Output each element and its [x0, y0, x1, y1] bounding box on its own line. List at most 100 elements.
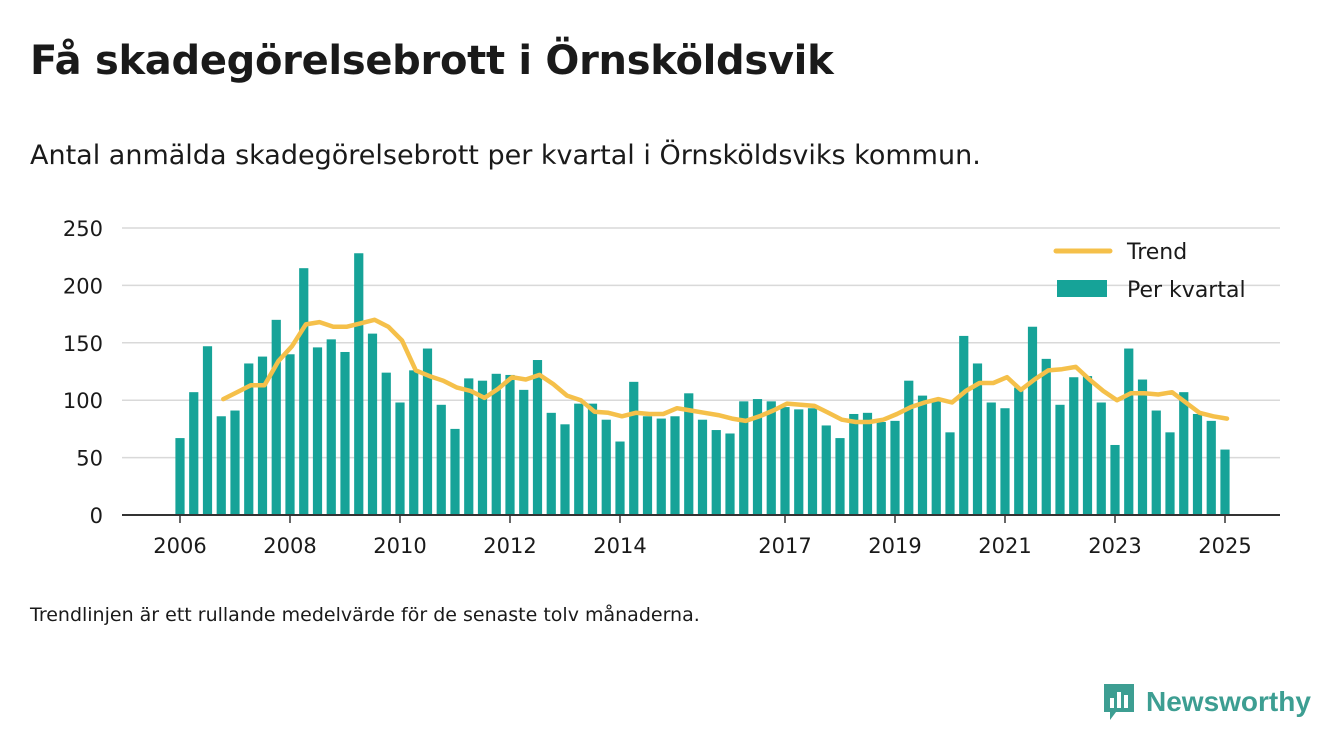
y-tick-label: 250	[63, 217, 103, 241]
chart-subtitle: Antal anmälda skadegörelsebrott per kvar…	[30, 140, 981, 171]
x-axis-ticks: 2006 2008 2010 2012 2014 2017 2019 2021 2023 2025	[153, 515, 1252, 558]
x-tick-label: 2025	[1198, 534, 1251, 558]
bar	[216, 416, 226, 515]
x-tick-label: 2010	[373, 534, 426, 558]
bar	[684, 393, 694, 515]
bar	[917, 395, 928, 515]
chart-title: Få skadegörelsebrott i Örnsköldsvik	[30, 38, 834, 84]
bar	[959, 335, 969, 515]
bar	[587, 403, 598, 515]
bar	[285, 354, 295, 515]
x-tick-label: 2017	[758, 534, 811, 558]
bar	[972, 363, 983, 515]
bar	[835, 438, 845, 515]
bar	[560, 424, 570, 515]
y-tick-label: 100	[63, 389, 103, 413]
x-tick-label: 2008	[263, 534, 316, 558]
bar	[1137, 379, 1148, 515]
legend-trend-label: Trend	[1126, 240, 1187, 265]
bar	[739, 401, 749, 515]
bar	[422, 348, 433, 515]
y-tick-label: 150	[63, 332, 103, 356]
bar	[1014, 387, 1024, 515]
legend-bar-label: Per kvartal	[1127, 278, 1246, 303]
bar	[1082, 376, 1093, 515]
bar	[477, 380, 488, 515]
bar	[931, 399, 941, 515]
trend-line	[221, 317, 1230, 425]
bar	[464, 378, 474, 515]
legend: Trend Per kvartal	[1053, 240, 1246, 303]
bar	[395, 402, 405, 515]
trend-line-layer	[221, 317, 1230, 425]
bar	[450, 428, 460, 515]
bar	[1041, 358, 1051, 515]
bar	[1027, 326, 1038, 515]
bar	[821, 425, 831, 515]
bar	[505, 374, 515, 515]
bar	[807, 408, 818, 515]
bar	[862, 412, 873, 515]
bars-per-kvartal	[175, 253, 1230, 516]
bar	[1124, 348, 1134, 515]
bar	[244, 363, 254, 515]
bar	[642, 416, 653, 515]
bar	[1165, 432, 1175, 515]
bar	[367, 333, 378, 515]
bar	[766, 401, 776, 515]
legend-bar-swatch	[1057, 280, 1107, 297]
x-tick-label: 2006	[153, 534, 206, 558]
y-tick-label: 200	[63, 274, 103, 298]
bar	[299, 268, 309, 515]
bar	[794, 409, 804, 515]
bar	[230, 410, 240, 515]
bar	[904, 380, 914, 515]
newsworthy-logo-icon	[1104, 684, 1134, 720]
x-tick-label: 2014	[593, 534, 646, 558]
bar	[1055, 404, 1065, 515]
bar	[175, 438, 185, 515]
bar	[1179, 392, 1189, 515]
bar	[519, 389, 529, 515]
bar	[711, 430, 721, 515]
bar	[876, 422, 886, 515]
y-tick-label: 0	[90, 504, 103, 528]
bar	[546, 412, 556, 515]
y-tick-label: 50	[76, 447, 103, 471]
x-tick-label: 2021	[978, 534, 1031, 558]
bar	[189, 392, 199, 515]
bar	[271, 319, 281, 515]
x-tick-label: 2012	[483, 534, 536, 558]
bar	[849, 413, 859, 515]
x-tick-label: 2023	[1088, 534, 1141, 558]
bar	[381, 372, 391, 515]
brand-logo[interactable]: Newsworthy	[1102, 682, 1311, 722]
bar	[1206, 420, 1216, 515]
bar	[629, 381, 639, 515]
bar	[340, 351, 350, 515]
bar	[656, 418, 666, 515]
footnote: Trendlinjen är ett rullande medelvärde f…	[30, 604, 700, 626]
bar	[725, 433, 735, 515]
bar	[1110, 444, 1120, 515]
bar	[1000, 408, 1010, 515]
bar	[890, 420, 900, 515]
bar	[697, 419, 708, 515]
bar	[326, 339, 336, 515]
bar	[1192, 413, 1203, 515]
bar	[202, 346, 213, 515]
x-tick-label: 2019	[868, 534, 921, 558]
bar	[601, 419, 611, 515]
bar	[257, 356, 268, 515]
bar	[1096, 402, 1106, 515]
bar-chart: 0 50 100 150 200 250 2006 2008 2010 2012 2014 2017…	[63, 217, 1280, 558]
bar	[945, 432, 955, 515]
bar	[312, 347, 323, 515]
bar	[670, 416, 680, 515]
bar	[574, 403, 584, 515]
bar	[436, 404, 446, 515]
bar	[615, 441, 625, 515]
bar	[491, 373, 501, 515]
bar	[409, 370, 419, 515]
y-axis-ticks: 0 50 100 150 200 250	[63, 217, 103, 528]
